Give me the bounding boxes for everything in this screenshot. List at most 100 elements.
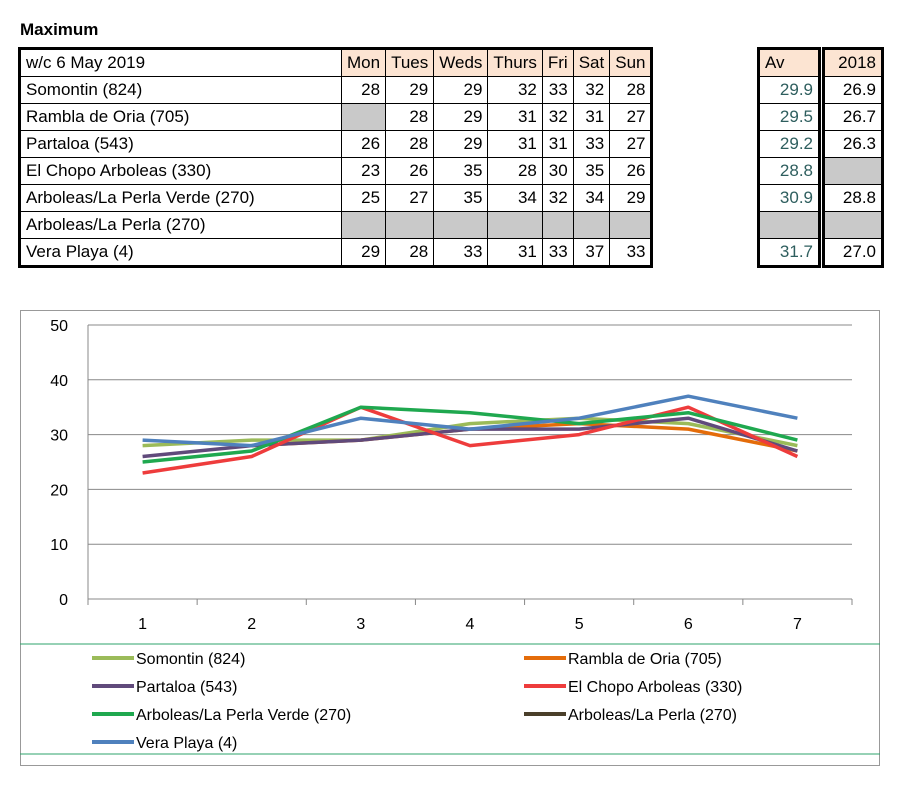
temperature-cell: 28	[487, 157, 543, 185]
temperature-cell	[340, 103, 387, 131]
day-header: Fri	[541, 48, 574, 77]
temperature-cell: 29	[433, 130, 489, 158]
temperature-cell: 35	[433, 184, 489, 212]
temperature-cell: 27	[609, 130, 653, 158]
temperature-cell: 28	[385, 130, 435, 158]
legend-label: El Chopo Arboleas (330)	[568, 679, 742, 696]
station-name: Partaloa (543)	[19, 130, 342, 158]
table-row	[758, 211, 820, 239]
station-name: Arboleas/La Perla (270)	[19, 211, 342, 239]
table-row: 26.3	[823, 130, 883, 158]
legend-label: Partaloa (543)	[136, 679, 237, 696]
table-row: Partaloa (543) 26 28 29 31 31 33 27	[19, 130, 653, 158]
table-row: Arboleas/La Perla (270)	[19, 211, 653, 239]
y-tick-label: 30	[50, 428, 68, 445]
temperature-cell: 26	[340, 130, 387, 158]
legend-label: Rambla de Oria (705)	[568, 651, 722, 668]
chart-title: Maximum	[20, 20, 99, 39]
table-row: 26.9	[823, 76, 883, 104]
table-row: El Chopo Arboleas (330) 23 26 35 28 30 35 26	[19, 157, 653, 185]
day-header: Thurs	[487, 48, 543, 77]
temperature-cell	[340, 211, 387, 239]
x-tick-label: 6	[684, 616, 693, 633]
table-row: 30.9	[758, 184, 820, 212]
station-name: El Chopo Arboleas (330)	[19, 157, 342, 185]
temperature-cell: 33	[541, 238, 574, 267]
temperature-cell: 33	[609, 238, 653, 267]
previous-year-cell	[823, 211, 883, 239]
x-tick-label: 4	[466, 616, 475, 633]
temperature-cell	[433, 211, 489, 239]
temperature-cell: 28	[340, 76, 387, 104]
x-tick-label: 5	[575, 616, 584, 633]
temperature-cell	[385, 211, 435, 239]
station-name: Somontin (824)	[19, 76, 342, 104]
average-cell: 30.9	[758, 184, 820, 212]
y-tick-label: 10	[50, 537, 68, 554]
table-row: 27.0	[823, 238, 883, 267]
temperature-cell	[572, 211, 611, 239]
temperature-cell: 37	[572, 238, 611, 267]
temperature-cell: 31	[487, 238, 543, 267]
series-line	[142, 405, 799, 475]
table-row: 29.2	[758, 130, 820, 158]
day-header: Sat	[572, 48, 611, 77]
average-cell: 31.7	[758, 238, 820, 267]
table-row: Rambla de Oria (705) 28 29 31 32 31 27	[19, 103, 653, 131]
previous-year-cell: 26.9	[823, 76, 883, 104]
temperature-cell: 35	[572, 157, 611, 185]
temperature-cell	[541, 211, 574, 239]
temperature-cell: 34	[572, 184, 611, 212]
temperature-cell: 32	[572, 76, 611, 104]
y-tick-label: 50	[50, 318, 68, 335]
table-row: 26.7	[823, 103, 883, 131]
table-row	[823, 157, 883, 185]
station-name: Vera Playa (4)	[19, 238, 342, 267]
chart-frame	[20, 310, 880, 766]
day-header: Mon	[340, 48, 387, 77]
temperature-cell: 31	[487, 103, 543, 131]
table-row: Vera Playa (4) 29 28 33 31 33 37 33	[19, 238, 653, 267]
line-chart: 0 10 20 30 40 50 1 2 3 4 5 6 7 Somontin (824) Rambla d…	[20, 310, 880, 766]
x-tick-label: 2	[247, 616, 256, 633]
y-tick-label: 20	[50, 482, 68, 499]
x-tick-label: 1	[138, 616, 147, 633]
previous-year-cell	[823, 157, 883, 185]
series-line	[142, 405, 798, 464]
temperature-cell: 35	[433, 157, 489, 185]
x-tick-label: 3	[356, 616, 365, 633]
table-header-row: Av	[758, 48, 820, 77]
temperature-cell: 29	[385, 76, 435, 104]
temperature-cell: 26	[385, 157, 435, 185]
temperature-cell: 28	[609, 76, 653, 104]
average-cell: 29.9	[758, 76, 820, 104]
temperature-cell: 29	[433, 103, 489, 131]
temperature-cell	[487, 211, 543, 239]
table-header-row: 2018	[823, 48, 883, 77]
x-tick-label: 7	[793, 616, 802, 633]
temperature-cell: 32	[487, 76, 543, 104]
series-line	[142, 394, 798, 448]
legend-label: Arboleas/La Perla Verde (270)	[136, 707, 351, 724]
previous-year-header: 2018	[823, 48, 883, 77]
table-row: 31.7	[758, 238, 820, 267]
temperature-cell: 33	[433, 238, 489, 267]
temperature-cell: 26	[609, 157, 653, 185]
temperature-cell: 28	[385, 238, 435, 267]
average-table: Av 29.9 29.5 29.2 28.8 30.9 31.7	[757, 47, 821, 268]
average-cell	[758, 211, 820, 239]
temperature-cell: 32	[541, 184, 574, 212]
temperature-cell: 27	[385, 184, 435, 212]
table-row: Somontin (824) 28 29 29 32 33 32 28	[19, 76, 653, 104]
temperature-cell: 33	[541, 76, 574, 104]
temperature-table: w/c 6 May 2019 Mon Tues Weds Thurs Fri Sat Sun S…	[18, 47, 654, 268]
average-header: Av	[758, 48, 820, 77]
temperature-cell: 29	[609, 184, 653, 212]
table-row: 29.5	[758, 103, 820, 131]
day-header: Weds	[433, 48, 489, 77]
day-header: Tues	[385, 48, 435, 77]
temperature-cell: 29	[340, 238, 387, 267]
legend-label: Arboleas/La Perla (270)	[568, 707, 737, 724]
station-name: Rambla de Oria (705)	[19, 103, 342, 131]
average-cell: 29.5	[758, 103, 820, 131]
